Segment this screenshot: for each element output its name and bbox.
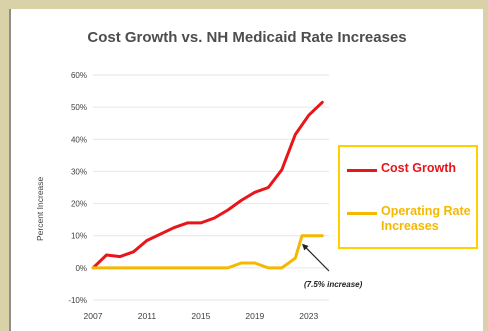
chart-plot: -10% 0% 10% 20% 30% 40% 50% 60% 2007 2011 2015 2019… [68, 71, 330, 321]
x-tick-label: 2015 [191, 311, 210, 321]
chart-title: Cost Growth vs. NH Medicaid Rate Increas… [87, 29, 407, 46]
legend-swatch-operating-rate [347, 212, 377, 215]
y-tick-label: 10% [71, 232, 87, 241]
x-tick-label: 2019 [245, 311, 264, 321]
legend-swatch-cost-growth [347, 169, 377, 172]
annotation-arrow-head [302, 243, 309, 251]
y-axis-label: Percent Increase [35, 176, 45, 241]
y-tick-label: 20% [71, 200, 87, 209]
y-tick-label: 30% [71, 167, 87, 176]
annotation-text: (7.5% increase) [304, 280, 363, 289]
legend-item-cost-growth: Cost Growth [347, 161, 456, 176]
y-tick-label: 50% [71, 103, 87, 112]
x-tick-label: 2023 [299, 311, 318, 321]
y-tick-label: 0% [75, 264, 87, 273]
annotation-arrow-shaft [303, 245, 330, 272]
legend-label-operating-rate: Operating Rate Increases [381, 204, 471, 233]
x-tick-label: 2007 [84, 311, 103, 321]
series-line-0 [91, 100, 324, 270]
legend: Cost Growth Operating Rate Increases [338, 145, 478, 249]
y-tick-label: 60% [71, 71, 87, 80]
legend-item-operating-rate: Operating Rate Increases [347, 204, 476, 234]
series-line-1 [91, 234, 324, 270]
x-tick-label: 2011 [138, 311, 157, 321]
y-tick-label: 40% [71, 135, 87, 144]
legend-label-cost-growth: Cost Growth [381, 161, 456, 175]
chart-card: -10% 0% 10% 20% 30% 40% 50% 60% 2007 2011 2015 2019… [9, 9, 483, 331]
y-tick-label: -10% [68, 296, 87, 305]
